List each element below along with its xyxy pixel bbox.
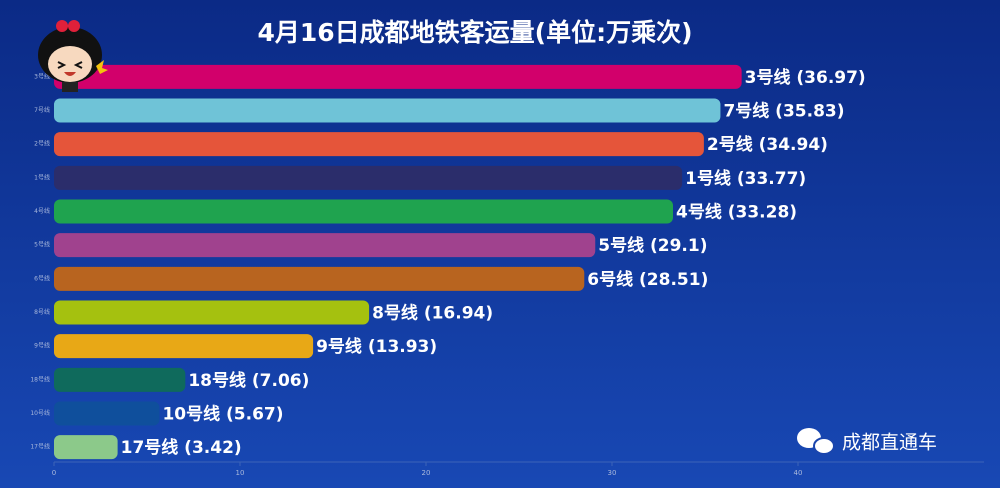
bar [54,266,585,291]
bar [54,233,596,258]
y-tick-label: 18号线 [30,375,50,383]
bar [54,64,742,89]
bar [54,334,314,359]
x-tick-label: 20 [422,469,431,477]
x-tick-label: 30 [608,469,617,477]
y-tick-label: 7号线 [34,106,50,114]
value-label: 2号线 (34.94) [707,134,828,155]
value-label: 10号线 (5.67) [162,404,283,425]
y-tick-label: 17号线 [30,443,50,451]
y-tick-label: 8号线 [34,308,50,316]
y-tick-label: 1号线 [34,173,50,181]
value-label: 4号线 (33.28) [676,202,797,223]
avatar [38,20,108,92]
value-label: 17号线 (3.42) [121,437,242,458]
value-label: 1号线 (33.77) [685,168,806,189]
bar [54,132,704,157]
value-label: 5号线 (29.1) [598,235,707,256]
y-tick-label: 9号线 [34,342,50,350]
y-tick-label: 5号线 [34,241,50,249]
value-label: 6号线 (28.51) [587,269,708,290]
value-label: 18号线 (7.06) [188,370,309,391]
bar [54,367,186,392]
bar [54,300,370,325]
bar [54,435,118,460]
y-tick-label: 2号线 [34,140,50,148]
y-tick-label: 3号线 [34,72,50,80]
x-tick-label: 0 [52,469,56,477]
x-tick-label: 10 [236,469,245,477]
bar [54,98,721,123]
chart-title: 4月16日成都地铁客运量(单位:万乘次) [257,18,692,47]
bar [54,401,160,426]
bar [54,165,683,190]
watermark-text: 成都直通车 [842,432,937,454]
y-tick-label: 10号线 [30,409,50,417]
x-tick-label: 40 [794,469,803,477]
bar [54,199,674,224]
value-label: 3号线 (36.97) [745,67,866,88]
watermark: 成都直通车 [797,428,937,455]
value-label: 8号线 (16.94) [372,303,493,324]
value-label: 9号线 (13.93) [316,336,437,357]
y-tick-label: 4号线 [34,207,50,215]
value-label: 7号线 (35.83) [723,101,844,122]
y-tick-label: 6号线 [34,274,50,282]
